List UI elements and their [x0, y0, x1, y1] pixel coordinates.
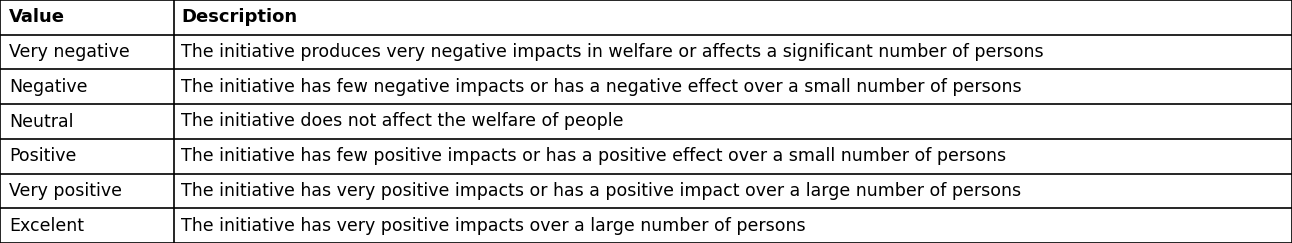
Text: The initiative has few negative impacts or has a negative effect over a small nu: The initiative has few negative impacts … — [181, 78, 1022, 96]
Text: Description: Description — [181, 8, 297, 26]
Text: The initiative does not affect the welfare of people: The initiative does not affect the welfa… — [181, 113, 623, 130]
Text: Excelent: Excelent — [9, 217, 84, 235]
Text: The initiative has few positive impacts or has a positive effect over a small nu: The initiative has few positive impacts … — [181, 147, 1006, 165]
Text: The initiative has very positive impacts or has a positive impact over a large n: The initiative has very positive impacts… — [181, 182, 1021, 200]
Text: Positive: Positive — [9, 147, 76, 165]
Text: Value: Value — [9, 8, 65, 26]
Text: Very negative: Very negative — [9, 43, 129, 61]
Text: Negative: Negative — [9, 78, 88, 96]
Text: The initiative has very positive impacts over a large number of persons: The initiative has very positive impacts… — [181, 217, 805, 235]
Text: Very positive: Very positive — [9, 182, 121, 200]
Text: Neutral: Neutral — [9, 113, 74, 130]
Text: The initiative produces very negative impacts in welfare or affects a significan: The initiative produces very negative im… — [181, 43, 1044, 61]
